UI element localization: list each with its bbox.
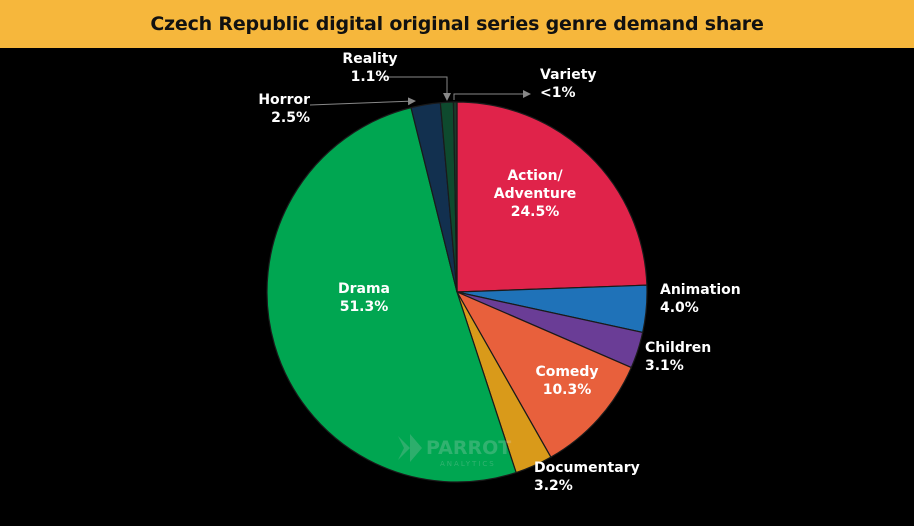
slice-value-horror: 2.5%: [271, 110, 310, 126]
slice-name-documentary: Documentary: [534, 460, 640, 476]
slice-name-drama: Drama: [338, 281, 390, 297]
slice-value-drama: 51.3%: [340, 299, 389, 315]
slice-comedy: [455, 290, 633, 459]
slice-name-action-adventure: Adventure: [494, 186, 577, 202]
parrot-analytics-watermark: PARROT ANALYTICS: [398, 434, 511, 468]
parrot-logo-icon: [398, 434, 422, 462]
slice-action-adventure: [456, 101, 648, 293]
slice-value-comedy: 10.3%: [543, 382, 592, 398]
label-children: Children 3.1%: [645, 340, 711, 374]
slice-variety: [452, 101, 458, 293]
slice-name-horror: Horror: [258, 92, 310, 108]
slice-name-action-adventure: Action/: [507, 168, 563, 184]
slice-name-variety: Variety: [540, 67, 597, 83]
label-reality: Reality 1.1%: [342, 51, 397, 85]
slice-value-action-adventure: 24.5%: [511, 204, 560, 220]
chart-title: Czech Republic digital original series g…: [150, 13, 764, 35]
label-comedy: Comedy 10.3%: [535, 364, 598, 398]
label-horror: Horror 2.5%: [258, 92, 310, 126]
slice-name-reality: Reality: [342, 51, 397, 67]
label-documentary: Documentary 3.2%: [534, 460, 640, 494]
leader-line-variety: [453, 90, 531, 100]
slice-value-variety: <1%: [540, 85, 576, 101]
watermark-brand: PARROT: [426, 437, 511, 459]
label-action-adventure: Action/Adventure 24.5%: [494, 168, 577, 220]
pie-chart: PARROT ANALYTICS Action/Adventure 24.5% An…: [258, 51, 740, 494]
slice-name-animation: Animation: [660, 282, 741, 298]
slice-labels: Action/Adventure 24.5% Animation 4.0% Childr…: [258, 51, 740, 494]
slice-name-children: Children: [645, 340, 711, 356]
slice-value-children: 3.1%: [645, 358, 684, 374]
watermark-sub: ANALYTICS: [440, 460, 496, 468]
leader-line-horror: [309, 97, 416, 106]
pie-slices: [266, 101, 648, 483]
slice-drama: [266, 106, 517, 483]
slice-value-reality: 1.1%: [351, 69, 390, 85]
leader-lines: [309, 76, 531, 106]
label-variety: Variety <1%: [540, 67, 597, 101]
leader-line-reality: [380, 76, 451, 101]
slice-value-animation: 4.0%: [660, 300, 699, 316]
chart-header: Czech Republic digital original series g…: [0, 0, 914, 48]
slice-value-documentary: 3.2%: [534, 478, 573, 494]
label-animation: Animation 4.0%: [660, 282, 741, 316]
slice-name-comedy: Comedy: [535, 364, 598, 380]
label-drama: Drama 51.3%: [338, 281, 390, 315]
